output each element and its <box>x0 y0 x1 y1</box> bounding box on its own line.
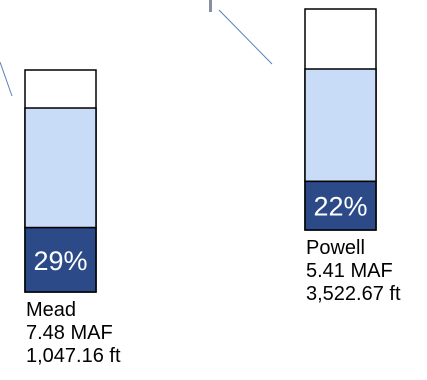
powell-band <box>304 68 377 183</box>
connector-tick <box>209 0 212 12</box>
powell-fill-bar <box>304 180 377 231</box>
mead-name-label: Mead <box>26 299 76 321</box>
mead-band <box>24 107 97 229</box>
mead-elevation-label: 1,047.16 ft <box>26 345 121 367</box>
powell-elevation-label: 3,522.67 ft <box>306 283 401 305</box>
mead-fill-bar <box>24 226 97 293</box>
powell-storage-label: 5.41 MAF <box>306 260 393 282</box>
powell-percent-label: 22% <box>313 192 367 222</box>
connector-line-left <box>0 61 13 97</box>
mead-percent-label: 29% <box>33 246 87 276</box>
powell-name-label: Powell <box>306 237 365 259</box>
mead-storage-label: 7.48 MAF <box>26 322 113 344</box>
connector-line-right <box>218 9 273 65</box>
